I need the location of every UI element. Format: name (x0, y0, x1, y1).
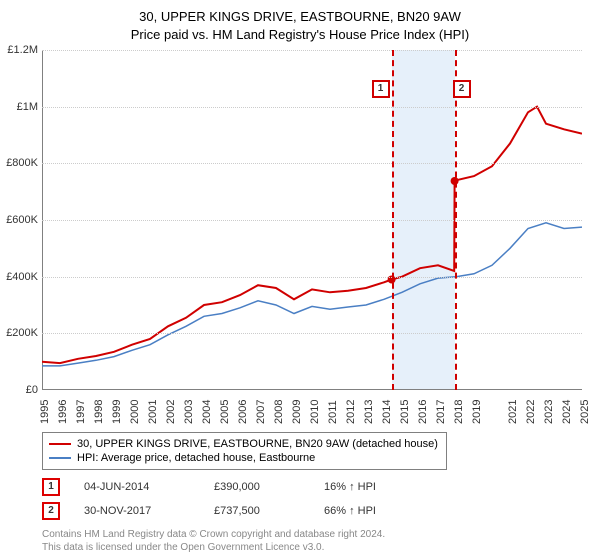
xtick-label: 2007 (255, 400, 267, 424)
footer: Contains HM Land Registry data © Crown c… (42, 528, 385, 554)
xtick-label: 2025 (579, 400, 591, 424)
xtick-label: 2019 (471, 400, 483, 424)
marker-box: 2 (453, 80, 471, 98)
xtick-label: 1999 (111, 400, 123, 424)
ytick-label: £200K (6, 327, 38, 339)
xtick-label: 2004 (201, 400, 213, 424)
transaction-price-0: £390,000 (214, 481, 324, 493)
xtick-label: 2006 (237, 400, 249, 424)
xtick-label: 2000 (129, 400, 141, 424)
xtick-label: 2024 (561, 400, 573, 424)
legend-row-0: 30, UPPER KINGS DRIVE, EASTBOURNE, BN20 … (49, 437, 438, 451)
xtick-label: 1997 (75, 400, 87, 424)
xtick-label: 2018 (453, 400, 465, 424)
ytick-label: £800K (6, 157, 38, 169)
xtick-label: 2001 (147, 400, 159, 424)
grid-line-h (42, 220, 582, 221)
grid-line-h (42, 50, 582, 51)
transaction-table: 1 04-JUN-2014 £390,000 16% ↑ HPI 2 30-NO… (42, 478, 444, 526)
footer-line-2: This data is licensed under the Open Gov… (42, 541, 385, 554)
xtick-label: 1995 (39, 400, 51, 424)
series-price_paid (42, 107, 582, 363)
xtick-label: 2002 (165, 400, 177, 424)
transaction-marker-0: 1 (42, 478, 60, 496)
legend-label-1: HPI: Average price, detached house, East… (77, 452, 315, 464)
series-hpi (42, 223, 582, 366)
legend-swatch-0 (49, 443, 71, 445)
legend: 30, UPPER KINGS DRIVE, EASTBOURNE, BN20 … (42, 432, 447, 470)
ytick-label: £400K (6, 271, 38, 283)
xtick-label: 2011 (327, 400, 339, 424)
xtick-label: 2016 (417, 400, 429, 424)
xtick-label: 2008 (273, 400, 285, 424)
transaction-date-0: 04-JUN-2014 (84, 481, 214, 493)
xtick-label: 2012 (345, 400, 357, 424)
grid-line-h (42, 333, 582, 334)
xtick-label: 2022 (525, 400, 537, 424)
transaction-pct-0: 16% ↑ HPI (324, 481, 444, 493)
transaction-price-1: £737,500 (214, 505, 324, 517)
vline (392, 50, 394, 390)
chart-container: 30, UPPER KINGS DRIVE, EASTBOURNE, BN20 … (0, 0, 600, 560)
grid-line-h (42, 277, 582, 278)
ytick-label: £0 (26, 384, 38, 396)
xtick-label: 2015 (399, 400, 411, 424)
legend-row-1: HPI: Average price, detached house, East… (49, 451, 438, 465)
xtick-label: 2014 (381, 400, 393, 424)
footer-line-1: Contains HM Land Registry data © Crown c… (42, 528, 385, 541)
xtick-label: 2021 (507, 400, 519, 424)
transaction-pct-1: 66% ↑ HPI (324, 505, 444, 517)
xtick-label: 2005 (219, 400, 231, 424)
grid-line-h (42, 163, 582, 164)
transaction-marker-1: 2 (42, 502, 60, 520)
title-line-1: 30, UPPER KINGS DRIVE, EASTBOURNE, BN20 … (0, 8, 600, 26)
ytick-label: £1M (17, 101, 38, 113)
xtick-label: 2017 (435, 400, 447, 424)
xtick-label: 2010 (309, 400, 321, 424)
vline (455, 50, 457, 390)
ytick-label: £1.2M (7, 44, 38, 56)
transaction-date-1: 30-NOV-2017 (84, 505, 214, 517)
xtick-label: 2013 (363, 400, 375, 424)
xtick-label: 2003 (183, 400, 195, 424)
chart-area: £0£200K£400K£600K£800K£1M£1.2M1995199619… (42, 50, 582, 390)
transaction-row-0: 1 04-JUN-2014 £390,000 16% ↑ HPI (42, 478, 444, 496)
xtick-label: 1998 (93, 400, 105, 424)
legend-swatch-1 (49, 457, 71, 459)
xtick-label: 2009 (291, 400, 303, 424)
transaction-row-1: 2 30-NOV-2017 £737,500 66% ↑ HPI (42, 502, 444, 520)
ytick-label: £600K (6, 214, 38, 226)
xtick-label: 1996 (57, 400, 69, 424)
legend-label-0: 30, UPPER KINGS DRIVE, EASTBOURNE, BN20 … (77, 438, 438, 450)
xtick-label: 2023 (543, 400, 555, 424)
marker-box: 1 (372, 80, 390, 98)
title-block: 30, UPPER KINGS DRIVE, EASTBOURNE, BN20 … (0, 0, 600, 44)
grid-line-h (42, 107, 582, 108)
title-line-2: Price paid vs. HM Land Registry's House … (0, 26, 600, 44)
